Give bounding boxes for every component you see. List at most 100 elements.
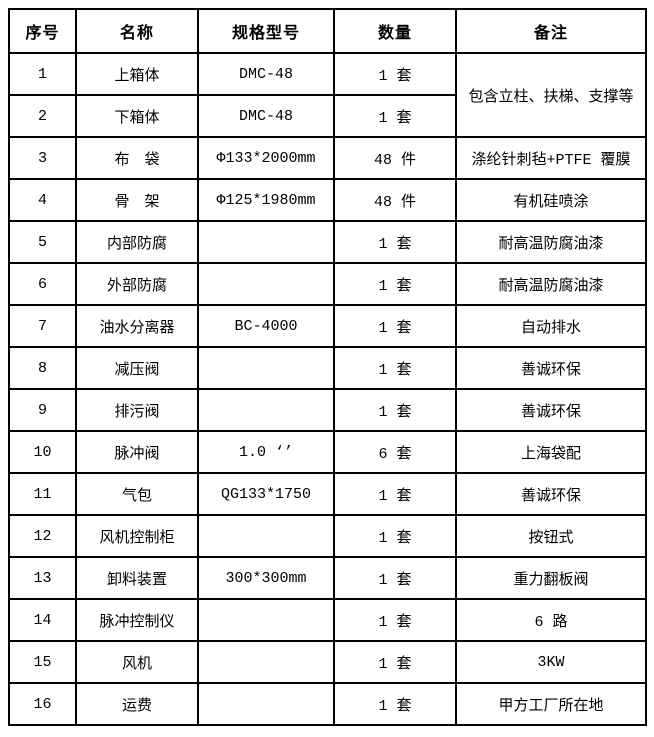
column-header-0: 序号 — [8, 8, 77, 54]
cell-spec: 300*300mm — [197, 556, 335, 600]
cell-name: 风机 — [75, 640, 199, 684]
table-row: 9 排污阀 1 套善诚环保 — [8, 388, 647, 432]
cell-no: 14 — [8, 598, 77, 642]
cell-no: 15 — [8, 640, 77, 684]
cell-spec: BC-4000 — [197, 304, 335, 348]
cell-no: 16 — [8, 682, 77, 726]
cell-qty: 1 套 — [333, 52, 457, 96]
cell-name: 布 袋 — [75, 136, 199, 180]
cell-qty: 1 套 — [333, 220, 457, 264]
cell-qty: 48 件 — [333, 178, 457, 222]
table-row: 2 下箱体 DMC-48 1 套 — [8, 94, 646, 138]
column-header-4: 备注 — [455, 8, 647, 54]
cell-no: 5 — [8, 220, 77, 264]
cell-spec: Φ133*2000mm — [197, 136, 335, 180]
column-header-1: 名称 — [75, 8, 199, 54]
cell-qty: 1 套 — [333, 598, 457, 642]
cell-no: 9 — [8, 388, 77, 432]
cell-qty: 1 套 — [333, 472, 457, 516]
table-row: 13 卸料装置 300*300mm 1 套重力翻板阀 — [8, 556, 647, 600]
cell-name: 上箱体 — [75, 52, 199, 96]
cell-qty: 6 套 — [333, 430, 457, 474]
cell-spec — [197, 346, 335, 390]
cell-no: 13 — [8, 556, 77, 600]
table-row: 15 风机 1 套 3KW — [8, 640, 647, 684]
cell-name: 卸料装置 — [75, 556, 199, 600]
cell-spec — [197, 640, 335, 684]
cell-no: 10 — [8, 430, 77, 474]
cell-remark: 重力翻板阀 — [455, 556, 647, 600]
cell-name: 气包 — [75, 472, 199, 516]
cell-spec — [197, 220, 335, 264]
cell-no: 11 — [8, 472, 77, 516]
cell-name: 风机控制柜 — [75, 514, 199, 558]
table-row: 7 油水分离器 BC-4000 1 套自动排水 — [8, 304, 647, 348]
cell-remark: 耐高温防腐油漆 — [455, 220, 647, 264]
cell-no: 1 — [8, 52, 77, 96]
cell-remark: 耐高温防腐油漆 — [455, 262, 647, 306]
cell-name: 排污阀 — [75, 388, 199, 432]
cell-remark: 有机硅喷涂 — [455, 178, 647, 222]
cell-qty: 1 套 — [333, 304, 457, 348]
cell-remark: 善诚环保 — [455, 388, 647, 432]
cell-remark: 上海袋配 — [455, 430, 647, 474]
cell-no: 12 — [8, 514, 77, 558]
cell-spec — [197, 514, 335, 558]
cell-remark: 自动排水 — [455, 304, 647, 348]
cell-name: 外部防腐 — [75, 262, 199, 306]
cell-name: 油水分离器 — [75, 304, 199, 348]
cell-name: 脉冲控制仪 — [75, 598, 199, 642]
cell-spec: Φ125*1980mm — [197, 178, 335, 222]
cell-spec: QG133*1750 — [197, 472, 335, 516]
cell-no: 8 — [8, 346, 77, 390]
equipment-spec-table: 序号 名称 规格型号 数量 备注 1 上箱体 DMC-48 1 套包含立柱、扶梯、支撑等 2 下箱… — [8, 8, 647, 726]
table-row: 11 气包 QG133*1750 1 套善诚环保 — [8, 472, 647, 516]
cell-spec: 1.0 ‘’ — [197, 430, 335, 474]
cell-qty: 1 套 — [333, 682, 457, 726]
cell-qty: 48 件 — [333, 136, 457, 180]
table-row: 12 风机控制柜 1 套按钮式 — [8, 514, 647, 558]
cell-name: 下箱体 — [75, 94, 199, 138]
table-row: 16 运费 1 套甲方工厂所在地 — [8, 682, 647, 726]
cell-remark: 甲方工厂所在地 — [455, 682, 647, 726]
cell-remark: 6 路 — [455, 598, 647, 642]
cell-name: 脉冲阀 — [75, 430, 199, 474]
cell-qty: 1 套 — [333, 388, 457, 432]
table-row: 1 上箱体 DMC-48 1 套包含立柱、扶梯、支撑等 — [8, 52, 647, 138]
header-row: 序号 名称 规格型号 数量 备注 — [8, 8, 647, 54]
cell-name: 减压阀 — [75, 346, 199, 390]
cell-spec — [197, 682, 335, 726]
cell-spec: DMC-48 — [197, 52, 335, 96]
table-row: 8 减压阀 1 套善诚环保 — [8, 346, 647, 390]
table-header: 序号 名称 规格型号 数量 备注 — [8, 8, 647, 54]
cell-no: 6 — [8, 262, 77, 306]
cell-remark: 善诚环保 — [455, 472, 647, 516]
table-row: 6 外部防腐 1 套耐高温防腐油漆 — [8, 262, 647, 306]
cell-remark: 善诚环保 — [455, 346, 647, 390]
cell-spec — [197, 598, 335, 642]
cell-no: 3 — [8, 136, 77, 180]
cell-name: 骨 架 — [75, 178, 199, 222]
cell-spec — [197, 388, 335, 432]
column-header-2: 规格型号 — [197, 8, 335, 54]
table-row: 5 内部防腐 1 套耐高温防腐油漆 — [8, 220, 647, 264]
cell-remark: 3KW — [455, 640, 647, 684]
cell-qty: 1 套 — [333, 514, 457, 558]
cell-name: 内部防腐 — [75, 220, 199, 264]
cell-remark: 按钮式 — [455, 514, 647, 558]
cell-no: 4 — [8, 178, 77, 222]
column-header-3: 数量 — [333, 8, 457, 54]
cell-no: 2 — [8, 94, 77, 138]
cell-spec: DMC-48 — [197, 94, 335, 138]
cell-qty: 1 套 — [333, 556, 457, 600]
cell-remark: 涤纶针刺毡+PTFE 覆膜 — [455, 136, 647, 180]
cell-no: 7 — [8, 304, 77, 348]
cell-qty: 1 套 — [333, 346, 457, 390]
cell-remark: 包含立柱、扶梯、支撑等 — [455, 52, 647, 138]
table-row: 10 脉冲阀 1.0 ‘’ 6 套上海袋配 — [8, 430, 647, 474]
